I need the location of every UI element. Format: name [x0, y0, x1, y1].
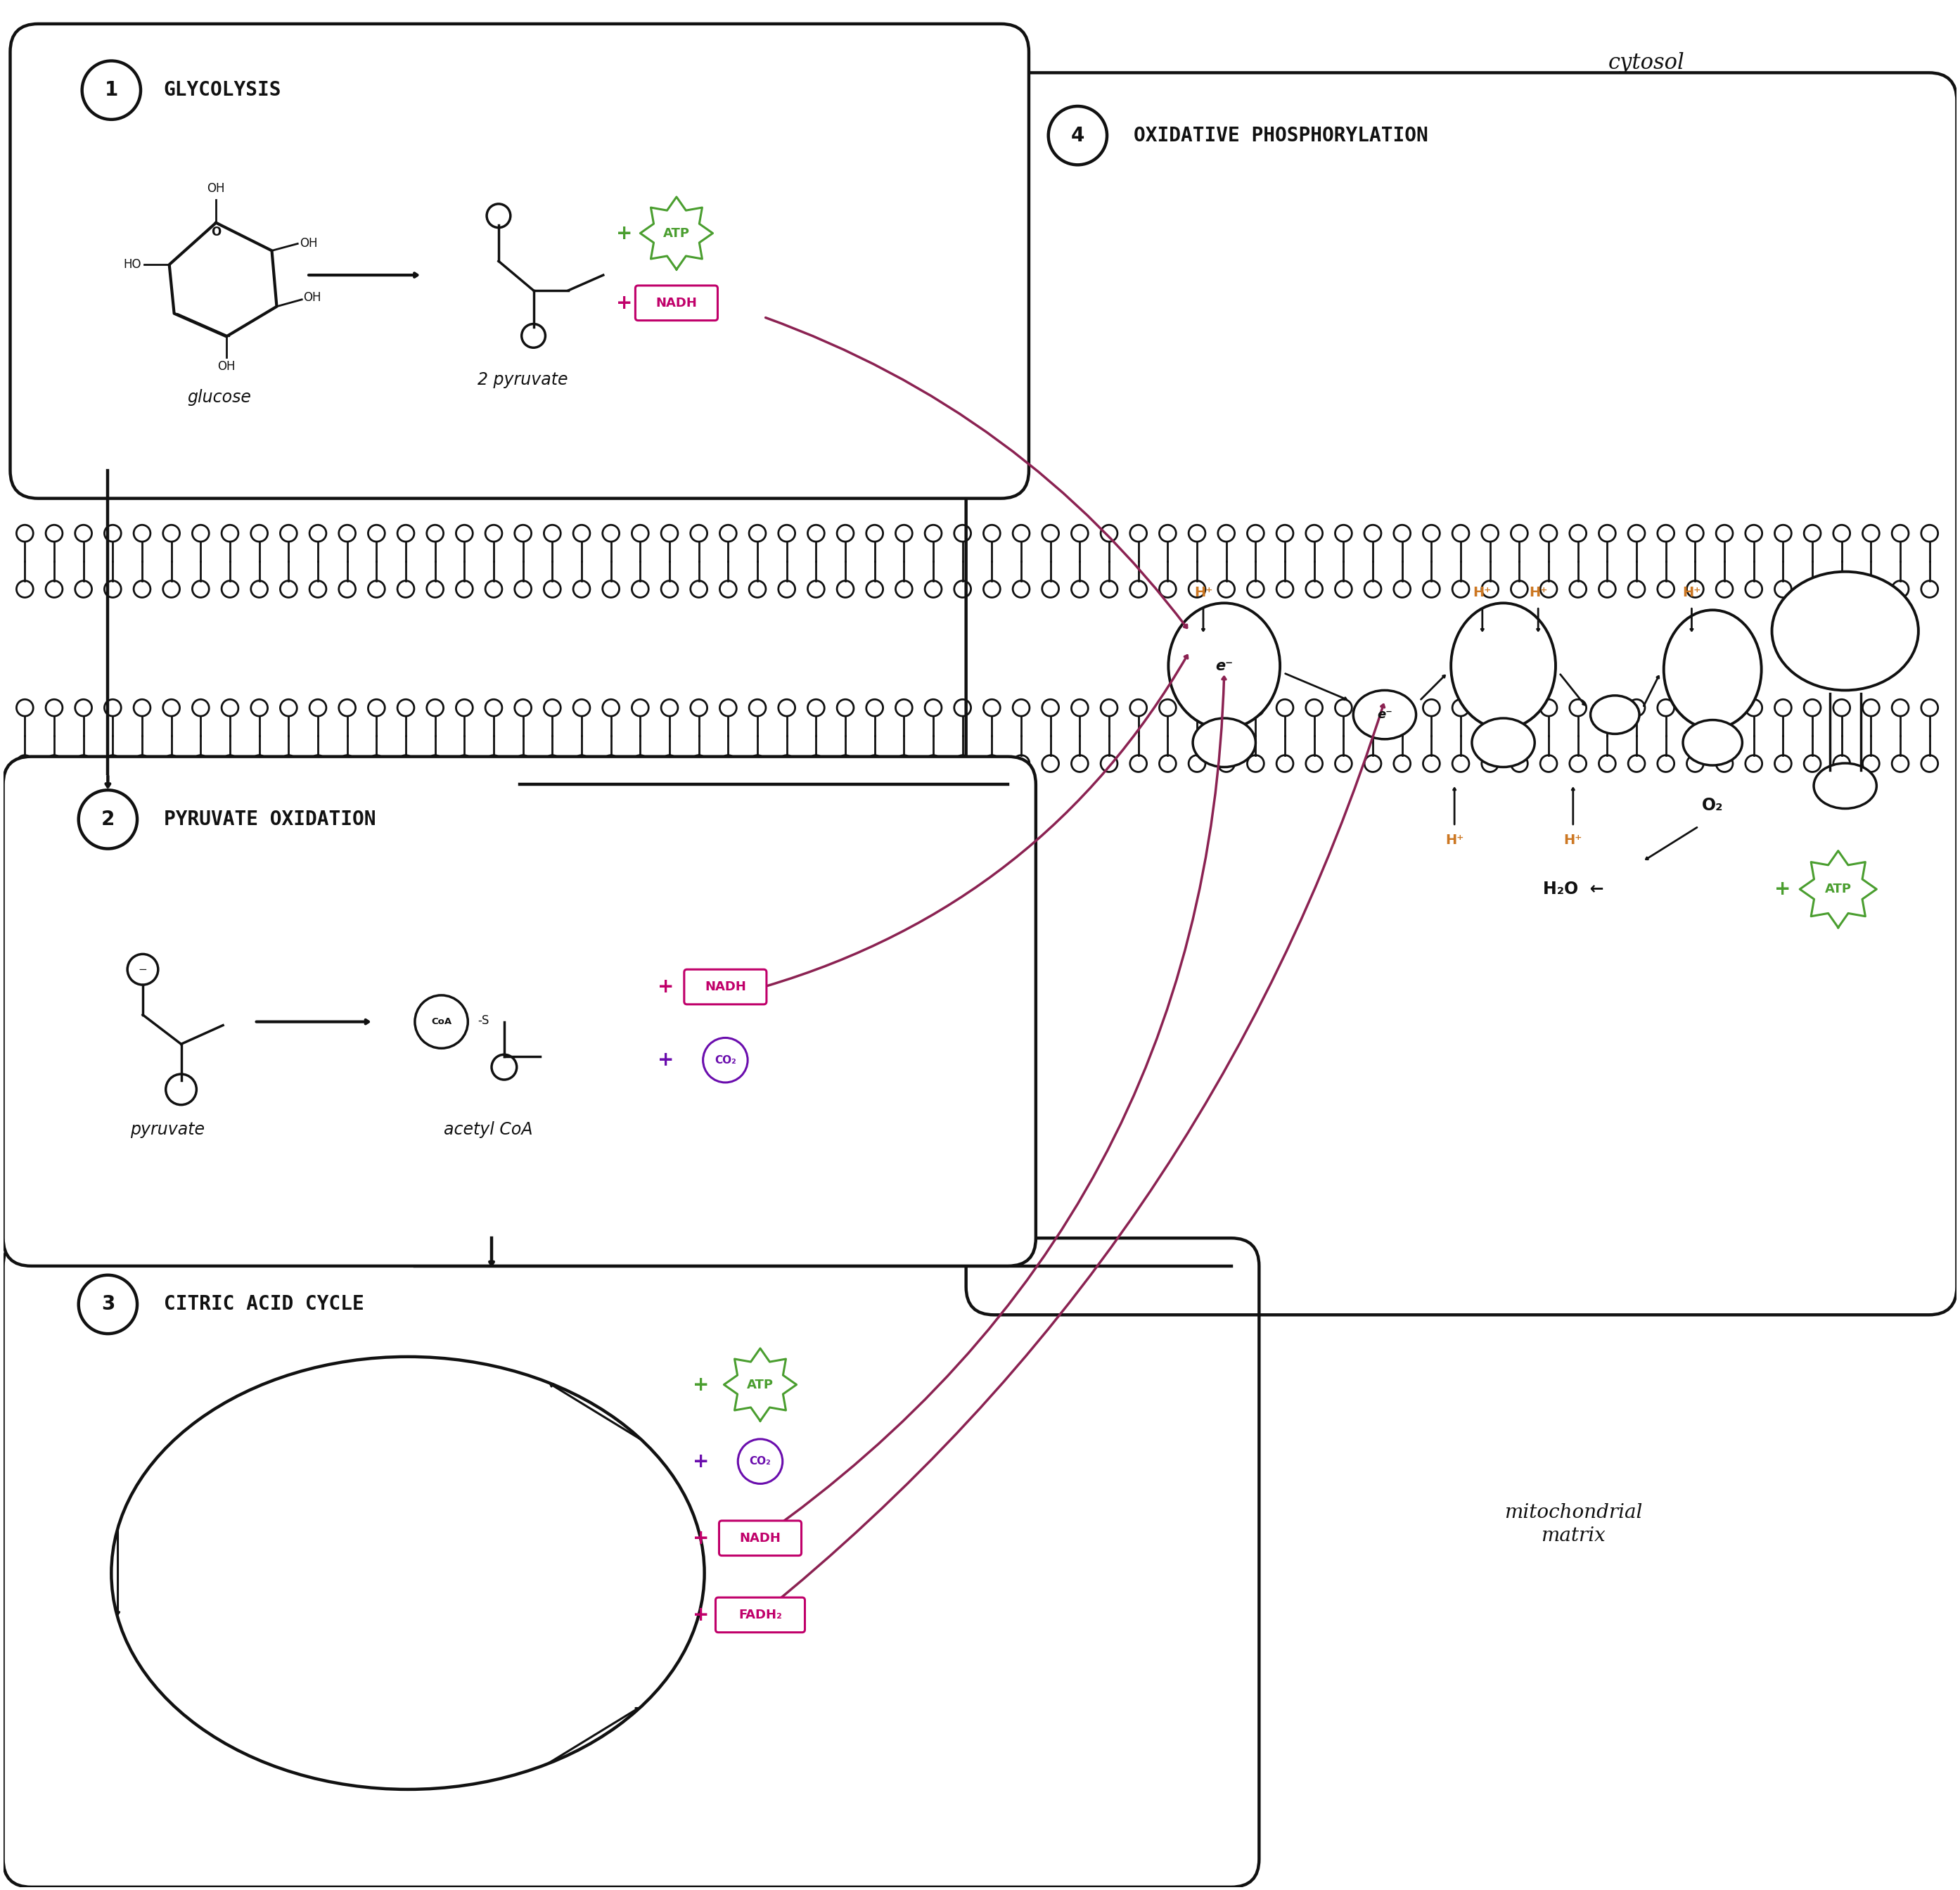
Text: OH: OH	[300, 238, 318, 249]
Text: glucose: glucose	[188, 389, 251, 406]
Text: OH: OH	[304, 291, 321, 304]
Text: -S: -S	[478, 1015, 490, 1026]
FancyBboxPatch shape	[719, 1521, 802, 1555]
Text: +: +	[1774, 879, 1791, 900]
Text: OXIDATIVE PHOSPHORYLATION: OXIDATIVE PHOSPHORYLATION	[1133, 125, 1429, 146]
Ellipse shape	[1684, 720, 1742, 765]
Text: H⁺: H⁺	[1682, 586, 1701, 599]
FancyBboxPatch shape	[10, 25, 1029, 499]
Ellipse shape	[1472, 718, 1535, 767]
Polygon shape	[1799, 850, 1876, 928]
Text: +: +	[615, 293, 633, 314]
Text: +: +	[692, 1374, 710, 1395]
Text: HO: HO	[123, 259, 141, 270]
Text: NADH: NADH	[739, 1531, 780, 1544]
Text: GLYCOLYSIS: GLYCOLYSIS	[165, 79, 282, 100]
Polygon shape	[641, 197, 713, 270]
FancyBboxPatch shape	[715, 1597, 806, 1633]
Polygon shape	[723, 1348, 796, 1421]
Ellipse shape	[1772, 571, 1919, 690]
Text: ATP: ATP	[662, 227, 690, 240]
Text: +: +	[692, 1529, 710, 1548]
Text: 2 pyruvate: 2 pyruvate	[478, 370, 568, 387]
Ellipse shape	[1168, 603, 1280, 730]
Ellipse shape	[1352, 690, 1415, 739]
Text: mitochondrial
matrix: mitochondrial matrix	[1503, 1503, 1642, 1546]
Text: +: +	[659, 1051, 674, 1070]
FancyBboxPatch shape	[684, 970, 766, 1004]
Text: O: O	[212, 225, 221, 238]
Text: +: +	[659, 977, 674, 996]
Text: −: −	[139, 964, 147, 975]
Text: acetyl CoA: acetyl CoA	[443, 1121, 533, 1138]
Text: ATP: ATP	[747, 1378, 774, 1391]
Text: OH: OH	[218, 361, 235, 372]
Text: 2: 2	[102, 809, 116, 830]
Text: FADH₂: FADH₂	[739, 1608, 782, 1622]
Text: ATP: ATP	[1825, 883, 1852, 896]
Text: H₂O  ←: H₂O ←	[1543, 881, 1603, 898]
Circle shape	[704, 1038, 747, 1083]
Text: CITRIC ACID CYCLE: CITRIC ACID CYCLE	[165, 1295, 365, 1314]
Text: 1: 1	[104, 79, 118, 100]
FancyBboxPatch shape	[4, 756, 1035, 1266]
Circle shape	[737, 1438, 782, 1484]
Text: 4: 4	[1070, 125, 1084, 146]
Text: H⁺: H⁺	[1564, 833, 1582, 847]
Text: H⁺: H⁺	[1529, 586, 1548, 599]
Text: 3: 3	[102, 1295, 116, 1314]
Text: +: +	[692, 1452, 710, 1470]
Ellipse shape	[1813, 764, 1876, 809]
Text: cytosol: cytosol	[1607, 51, 1684, 74]
Text: CO₂: CO₂	[715, 1055, 737, 1066]
Text: PYRUVATE OXIDATION: PYRUVATE OXIDATION	[165, 809, 376, 830]
Text: NADH: NADH	[706, 981, 747, 994]
Text: pyruvate: pyruvate	[129, 1121, 204, 1138]
Text: OH: OH	[208, 181, 225, 195]
Ellipse shape	[1194, 718, 1256, 767]
Polygon shape	[174, 314, 229, 336]
Text: O₂: O₂	[1701, 798, 1723, 815]
Text: e⁻: e⁻	[1215, 660, 1233, 673]
Text: CoA: CoA	[431, 1017, 451, 1026]
Text: H⁺: H⁺	[1194, 586, 1213, 599]
FancyBboxPatch shape	[635, 285, 717, 321]
Text: +: +	[615, 223, 633, 244]
Text: NADH: NADH	[657, 297, 698, 310]
Text: H⁺: H⁺	[1474, 586, 1492, 599]
Text: CO₂: CO₂	[749, 1455, 770, 1467]
Ellipse shape	[1664, 610, 1762, 730]
Text: e⁻: e⁻	[1378, 709, 1392, 722]
Text: +: +	[692, 1605, 710, 1625]
Ellipse shape	[1450, 603, 1556, 730]
Ellipse shape	[1590, 696, 1639, 733]
Text: H⁺: H⁺	[1445, 833, 1464, 847]
